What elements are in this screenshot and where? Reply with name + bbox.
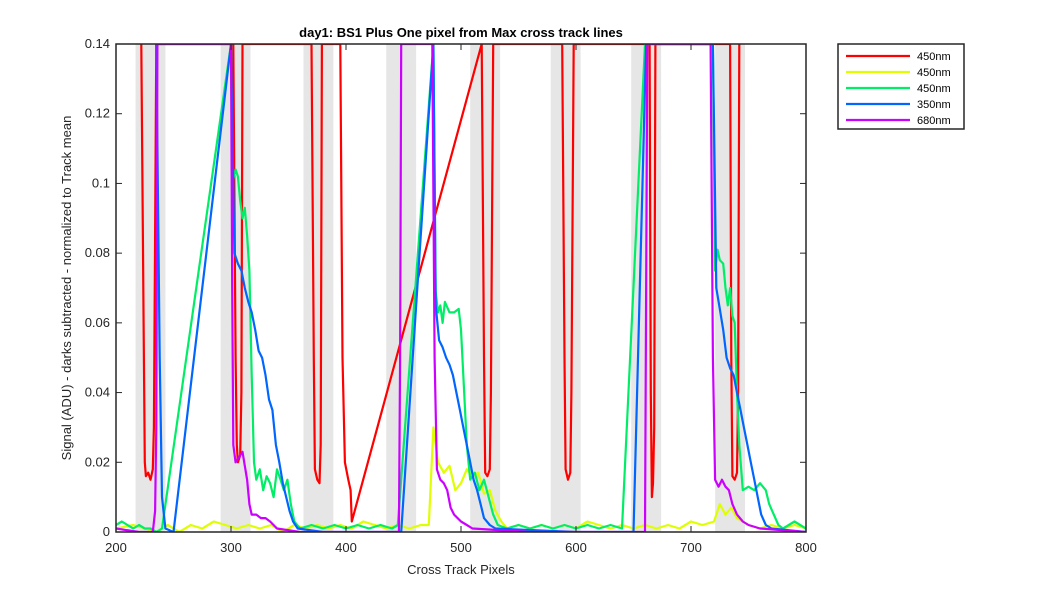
tick-marks [115, 43, 807, 533]
y-tick-label: 0 [103, 524, 110, 539]
y-tick-label: 0.14 [85, 36, 110, 51]
x-tick-label: 500 [450, 540, 472, 555]
y-tick-label: 0.04 [85, 385, 110, 400]
y-tick-label: 0.08 [85, 245, 110, 260]
legend: 450nm 450nm 450nm 350nm 680nm [837, 43, 965, 130]
series-line-350nm-4 [155, 44, 806, 532]
background-band [303, 44, 334, 532]
legend-entry: 450nm [917, 83, 951, 95]
y-tick-label: 0.1 [92, 175, 110, 190]
y-tick-label: 0.12 [85, 106, 110, 121]
x-axis-label: Cross Track Pixels [407, 562, 515, 577]
series-line-680nm-5 [116, 44, 806, 532]
x-tick-label: 300 [220, 540, 242, 555]
x-tick-label: 600 [565, 540, 587, 555]
series-line-450nm-2 [116, 426, 806, 532]
x-tick-label: 800 [795, 540, 817, 555]
legend-entry: 450nm [917, 67, 951, 79]
tick-labels: 200 300 400 500 600 700 800 0 0.02 0.04 0.06 0.08 0.… [85, 36, 817, 555]
y-axis-label: Signal (ADU) - darks subtracted - normal… [59, 116, 74, 461]
x-tick-label: 700 [680, 540, 702, 555]
series-line-450nm-1 [140, 44, 741, 523]
chart-title: day1: BS1 Plus One pixel from Max cross … [299, 25, 623, 40]
legend-entry: 680nm [917, 115, 951, 127]
series-lines [116, 44, 806, 532]
series-line-450nm-3 [116, 44, 806, 532]
y-tick-label: 0.06 [85, 315, 110, 330]
y-tick-label: 0.02 [85, 454, 110, 469]
x-tick-label: 200 [105, 540, 127, 555]
legend-entry: 450nm [917, 51, 951, 63]
legend-box [837, 43, 965, 130]
legend-entry: 350nm [917, 99, 951, 111]
x-tick-label: 400 [335, 540, 357, 555]
